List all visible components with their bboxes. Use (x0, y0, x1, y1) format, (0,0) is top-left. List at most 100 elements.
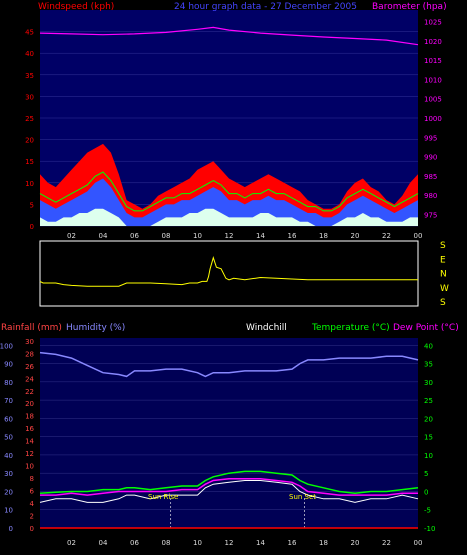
temperature-x-tick-11: 00 (414, 539, 423, 547)
humidity-y-tick-2: 20 (4, 488, 13, 496)
windspeed-x-tick-7: 16 (288, 232, 297, 240)
humidity-rain-y-ticks: 0102030405060708090100024681012141618202… (0, 338, 35, 533)
rainfall-y-tick-9: 18 (25, 413, 34, 421)
windspeed-y-tick-3: 15 (25, 158, 34, 166)
rainfall-y-tick-0: 0 (30, 525, 34, 533)
temperature-axis-title: Temperature (°C) (311, 323, 390, 333)
windspeed-y-tick-8: 40 (25, 50, 34, 58)
temperature-y-tick-4: 10 (424, 452, 433, 460)
rainfall-y-tick-11: 22 (25, 388, 34, 396)
temperature-y-tick-2: 0 (424, 488, 428, 496)
windspeed-x-tick-9: 20 (351, 232, 360, 240)
barometer-y-tick-7: 1010 (424, 76, 442, 84)
humidity-y-tick-10: 100 (0, 342, 13, 350)
temperature-x-tick-10: 22 (382, 539, 391, 547)
rainfall-y-tick-13: 26 (25, 363, 34, 371)
humidity-y-tick-4: 40 (4, 452, 13, 460)
windspeed-y-tick-7: 35 (25, 72, 34, 80)
temperature-plot-area (40, 338, 418, 528)
temperature-y-tick-9: 35 (424, 361, 433, 369)
sun-set-label: Sun Set (289, 493, 316, 501)
barometer-axis-title: Barometer (hpa) (372, 2, 447, 12)
dewpoint-axis-title: Dew Point (°C) (393, 323, 459, 333)
dewpoint-line (40, 477, 418, 496)
barometer-y-tick-0: 975 (424, 211, 437, 219)
rainfall-y-tick-15: 30 (25, 338, 34, 346)
rainfall-y-tick-8: 16 (25, 425, 34, 433)
windspeed-y-tick-9: 45 (25, 29, 34, 37)
windspeed-x-tick-11: 00 (414, 232, 423, 240)
wind-direction-tick-3: W (440, 284, 449, 294)
barometer-y-tick-6: 1005 (424, 96, 442, 104)
windspeed-y-tick-0: 0 (30, 223, 34, 231)
temperature-series (39, 351, 419, 529)
barometer-y-tick-8: 1015 (424, 57, 442, 65)
rainfall-y-tick-7: 14 (25, 438, 34, 446)
windspeed-average-line (39, 171, 419, 212)
windspeed-y-tick-5: 25 (25, 115, 34, 123)
rainfall-y-tick-6: 12 (25, 450, 34, 458)
humidity-y-tick-8: 80 (4, 379, 13, 387)
temperature-y-tick-10: 40 (424, 342, 433, 350)
temperature-line (39, 470, 419, 495)
wind-direction-tick-1: E (440, 255, 446, 265)
temperature-y-tick-1: -5 (424, 507, 431, 515)
wind-direction-series (39, 255, 418, 287)
windspeed-x-tick-4: 10 (193, 232, 202, 240)
windspeed-x-tick-0: 02 (67, 232, 76, 240)
windchill-line (39, 480, 419, 503)
temperature-x-tick-5: 12 (225, 539, 234, 547)
temperature-x-tick-6: 14 (256, 539, 265, 547)
rainfall-y-tick-14: 28 (25, 350, 34, 358)
humidity-y-tick-5: 50 (4, 434, 13, 442)
barometer-y-tick-2: 985 (424, 173, 437, 181)
wind-direction-tick-2: N (440, 270, 447, 280)
wind-direction-tick-4: S (440, 298, 446, 308)
temperature-y-ticks: -10 -5 0 5 10 15 20 25 30 35 40 (424, 342, 435, 533)
barometer-line (39, 26, 419, 46)
windspeed-x-tick-3: 08 (162, 232, 171, 240)
temperature-x-tick-2: 06 (130, 539, 139, 547)
rainfall-y-tick-4: 8 (30, 475, 34, 483)
windspeed-y-ticks: 0 5 10 15 20 25 30 35 40 45 (25, 29, 34, 231)
temperature-x-ticks: 02 04 06 08 10 12 14 16 18 20 22 00 (67, 539, 422, 547)
windspeed-axis-title: Windspeed (kph) (38, 2, 114, 12)
barometer-y-tick-1: 980 (424, 192, 437, 200)
temperature-x-tick-7: 16 (288, 539, 297, 547)
wind-direction-line (39, 255, 418, 287)
temperature-x-tick-4: 10 (193, 539, 202, 547)
barometer-y-ticks: 975 980 985 990 995 1000 1005 1010 1015 1020 1025 (424, 19, 442, 220)
temperature-y-tick-5: 15 (424, 434, 433, 442)
windspeed-x-tick-10: 22 (382, 232, 391, 240)
rainfall-y-tick-5: 10 (25, 463, 34, 471)
windchill-axis-title: Windchill (246, 323, 287, 333)
temperature-y-tick-7: 25 (424, 397, 433, 405)
humidity-y-tick-7: 70 (4, 397, 13, 405)
windspeed-x-tick-6: 14 (256, 232, 265, 240)
windspeed-x-tick-2: 06 (130, 232, 139, 240)
temperature-x-tick-1: 04 (99, 539, 108, 547)
windspeed-average-area (40, 178, 418, 226)
temperature-x-tick-8: 18 (319, 539, 328, 547)
rainfall-axis-title: Rainfall (mm) (1, 323, 62, 333)
rainfall-y-tick-3: 6 (30, 488, 35, 496)
temperature-x-tick-9: 20 (351, 539, 360, 547)
rainfall-y-tick-10: 20 (25, 400, 34, 408)
rainfall-y-tick-12: 24 (25, 375, 34, 383)
wind-direction-tick-0: S (440, 241, 446, 251)
barometer-y-tick-5: 1000 (424, 115, 442, 123)
humidity-y-tick-1: 10 (4, 507, 13, 515)
rainfall-y-tick-1: 2 (30, 513, 34, 521)
windspeed-y-tick-4: 20 (25, 137, 34, 145)
humidity-axis-title: Humidity (%) (66, 323, 125, 333)
rainfall-y-tick-2: 4 (30, 500, 35, 508)
humidity-y-tick-9: 90 (4, 361, 13, 369)
humidity-y-tick-0: 0 (9, 525, 13, 533)
windspeed-y-tick-1: 5 (30, 201, 34, 209)
windspeed-x-ticks: 02 04 06 08 10 12 14 16 18 20 22 00 (67, 232, 422, 240)
windspeed-minimum-area (40, 208, 418, 226)
barometer-y-tick-4: 995 (424, 134, 437, 142)
humidity-line (39, 351, 419, 378)
